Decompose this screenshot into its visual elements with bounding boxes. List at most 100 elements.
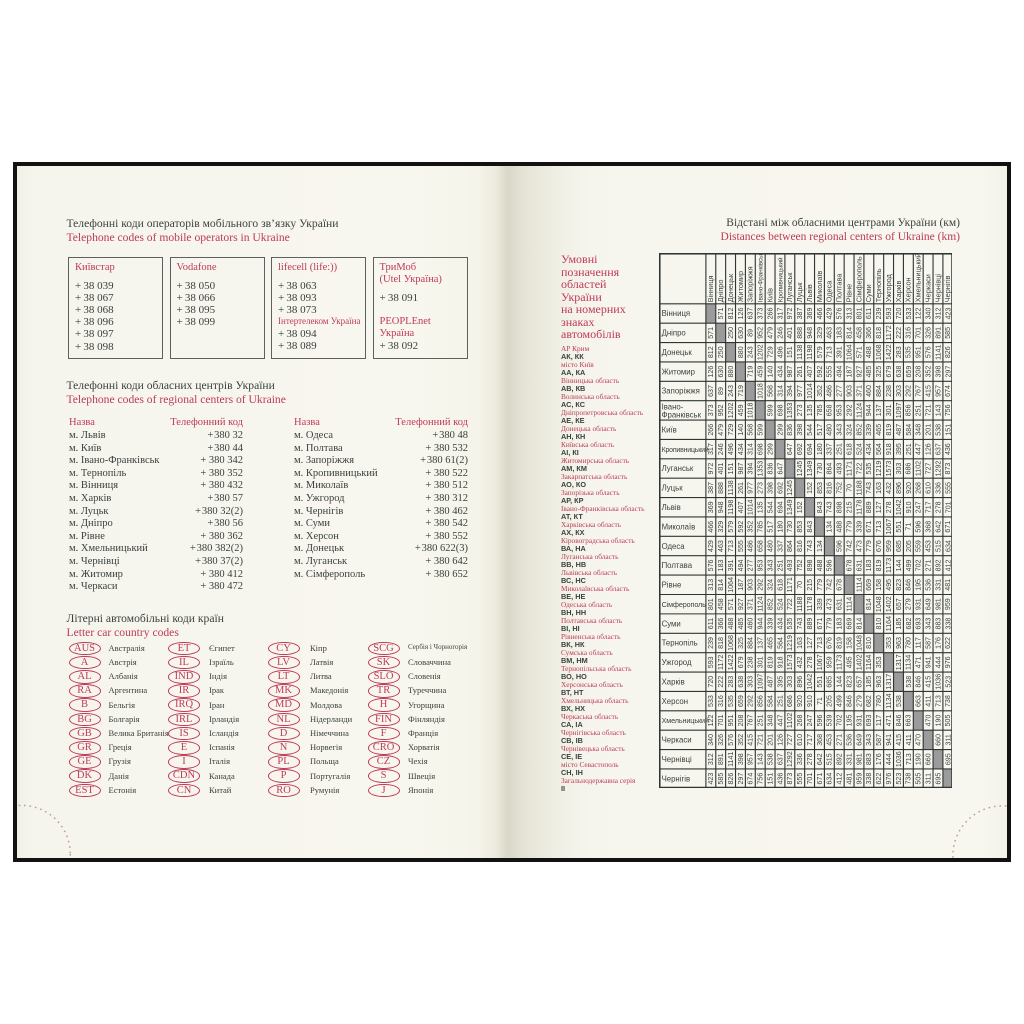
- svg-text:679: 679: [885, 366, 893, 378]
- svg-text:892: 892: [835, 753, 843, 765]
- svg-text:1124: 1124: [756, 597, 764, 612]
- svg-text:812: 812: [707, 346, 715, 358]
- svg-text:487: 487: [766, 676, 774, 688]
- svg-text:299: 299: [776, 424, 784, 436]
- svg-text:701: 701: [717, 714, 725, 726]
- svg-text:1172: 1172: [885, 325, 893, 340]
- svg-text:963: 963: [875, 676, 883, 688]
- svg-text:846: 846: [914, 676, 922, 688]
- svg-text:Херсон: Херсон: [661, 697, 687, 706]
- svg-text:Запоріжжя: Запоріжжя: [745, 266, 754, 302]
- svg-text:407: 407: [805, 366, 813, 378]
- svg-text:187: 187: [736, 579, 744, 591]
- svg-text:959: 959: [944, 598, 952, 610]
- svg-text:266: 266: [766, 308, 774, 320]
- svg-text:401: 401: [786, 327, 794, 339]
- svg-text:326: 326: [717, 734, 725, 746]
- svg-text:314: 314: [776, 385, 784, 397]
- svg-text:1202: 1202: [756, 344, 764, 360]
- svg-text:918: 918: [885, 443, 893, 455]
- svg-text:Суми: Суми: [661, 619, 680, 628]
- svg-text:622: 622: [875, 773, 883, 785]
- svg-text:843: 843: [815, 501, 823, 513]
- svg-text:555: 555: [944, 482, 952, 494]
- svg-text:682: 682: [904, 618, 912, 630]
- svg-text:Івано-Франківськ: Івано-Франківськ: [756, 253, 764, 302]
- svg-text:460: 460: [865, 385, 873, 397]
- svg-text:671: 671: [865, 521, 873, 533]
- svg-text:329: 329: [815, 327, 823, 339]
- svg-text:637: 637: [934, 443, 942, 455]
- svg-text:555: 555: [796, 773, 804, 785]
- svg-text:343: 343: [924, 618, 932, 630]
- svg-text:631: 631: [835, 598, 843, 610]
- svg-text:888: 888: [796, 327, 804, 339]
- svg-text:368: 368: [815, 734, 823, 746]
- svg-text:910: 910: [805, 695, 813, 707]
- svg-text:251: 251: [904, 443, 912, 455]
- svg-text:Харків: Харків: [661, 677, 684, 686]
- svg-text:682: 682: [865, 695, 873, 707]
- svg-text:466: 466: [707, 521, 715, 533]
- svg-text:205: 205: [825, 695, 833, 707]
- svg-text:535: 535: [726, 695, 734, 707]
- svg-text:1198: 1198: [805, 345, 813, 360]
- svg-text:957: 957: [934, 385, 942, 397]
- svg-text:719: 719: [736, 385, 744, 397]
- svg-text:658: 658: [756, 540, 764, 552]
- svg-text:Черкаси: Черкаси: [923, 274, 932, 302]
- svg-text:660: 660: [924, 753, 932, 765]
- svg-text:864: 864: [786, 540, 794, 552]
- svg-text:436: 436: [776, 773, 784, 785]
- svg-text:486: 486: [825, 385, 833, 397]
- svg-text:959: 959: [825, 656, 833, 668]
- svg-text:251: 251: [776, 559, 784, 571]
- svg-text:846: 846: [904, 579, 912, 591]
- svg-text:721: 721: [924, 404, 932, 416]
- svg-text:719: 719: [746, 366, 754, 378]
- svg-text:444: 444: [934, 656, 942, 668]
- svg-text:337: 337: [825, 443, 833, 455]
- svg-text:479: 479: [766, 327, 774, 339]
- svg-text:596: 596: [815, 714, 823, 726]
- svg-text:1114: 1114: [845, 597, 853, 612]
- svg-text:465: 465: [875, 424, 883, 436]
- svg-text:730: 730: [786, 521, 794, 533]
- svg-text:495: 495: [845, 656, 853, 668]
- svg-text:485: 485: [865, 366, 873, 378]
- svg-text:941: 941: [924, 656, 932, 668]
- svg-text:340: 340: [924, 308, 932, 320]
- svg-text:423: 423: [707, 773, 715, 785]
- svg-text:158: 158: [875, 579, 883, 591]
- svg-text:Чернігів: Чернігів: [661, 774, 690, 783]
- svg-text:1102: 1102: [914, 461, 922, 476]
- svg-text:303: 303: [894, 385, 902, 397]
- svg-text:Житомир: Житомир: [735, 271, 744, 302]
- svg-text:1173: 1173: [885, 558, 893, 573]
- svg-text:411: 411: [924, 695, 932, 706]
- svg-text:394: 394: [746, 463, 754, 475]
- svg-text:953: 953: [756, 559, 764, 571]
- svg-text:152: 152: [796, 501, 804, 513]
- svg-text:466: 466: [815, 308, 823, 320]
- svg-text:657: 657: [855, 676, 863, 688]
- svg-text:Вінниця: Вінниця: [706, 275, 715, 302]
- svg-text:283: 283: [894, 346, 902, 358]
- svg-text:190: 190: [914, 753, 922, 765]
- svg-text:371: 371: [855, 385, 863, 397]
- svg-text:268: 268: [914, 482, 922, 494]
- svg-text:856: 856: [756, 695, 764, 707]
- svg-text:515: 515: [825, 753, 833, 765]
- svg-text:324: 324: [766, 579, 774, 591]
- svg-text:611: 611: [865, 308, 873, 319]
- svg-text:898: 898: [805, 559, 813, 571]
- svg-text:1353: 1353: [756, 461, 764, 477]
- svg-text:Рівне: Рівне: [844, 284, 853, 302]
- svg-text:1178: 1178: [855, 500, 863, 515]
- svg-text:337: 337: [776, 540, 784, 552]
- svg-text:239: 239: [707, 637, 715, 649]
- svg-text:743: 743: [825, 501, 833, 513]
- svg-text:892: 892: [934, 559, 942, 571]
- svg-text:1141: 1141: [934, 345, 942, 360]
- svg-text:524: 524: [855, 443, 863, 455]
